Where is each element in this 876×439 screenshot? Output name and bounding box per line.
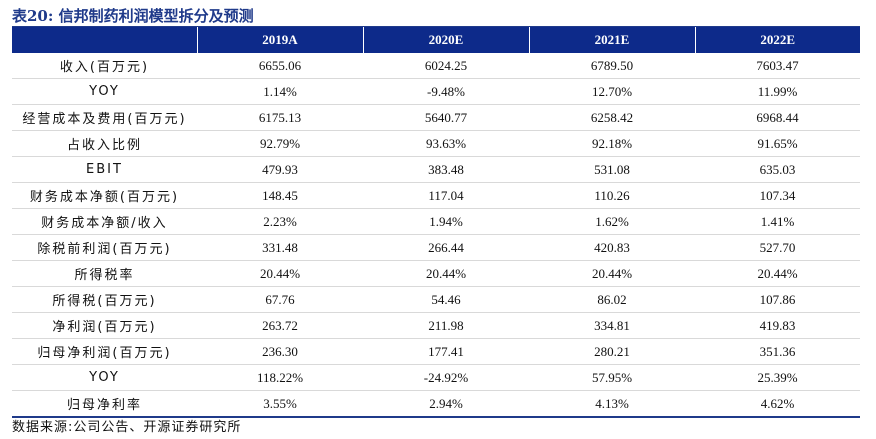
table-row: 净利润(百万元) 263.72 211.98 334.81 419.83 [12,312,860,339]
table-cell: 1.14% [197,78,363,105]
table-cell: 266.44 [363,234,529,261]
table-row: 所得税(百万元) 67.76 54.46 86.02 107.86 [12,286,860,313]
table-cell: 420.83 [529,234,695,261]
table-cell: 236.30 [197,338,363,365]
row-label: 财务成本净额(百万元) [12,182,197,209]
table-cell: 2.23% [197,208,363,235]
table-cell: 479.93 [197,156,363,183]
table-cell: 331.48 [197,234,363,261]
table-row: 财务成本净额(百万元) 148.45 117.04 110.26 107.34 [12,182,860,209]
header-cell-2022e: 2022E [694,27,860,53]
table-cell: 107.34 [695,182,860,209]
table-cell: 86.02 [529,286,695,313]
table-row: 归母净利率 3.55% 2.94% 4.13% 4.62% [12,390,860,418]
table-cell: 635.03 [695,156,860,183]
table-cell: 263.72 [197,312,363,339]
table-cell: 334.81 [529,312,695,339]
table-cell: 110.26 [529,182,695,209]
table-cell: -24.92% [363,364,529,391]
table-cell: 67.76 [197,286,363,313]
table-row: 除税前利润(百万元) 331.48 266.44 420.83 527.70 [12,234,860,261]
table-cell: 351.36 [695,338,860,365]
row-label: 归母净利率 [12,390,197,418]
table-cell: 20.44% [695,260,860,287]
table-title: 表20: 信邦制药利润模型拆分及预测 [12,7,254,25]
table-cell: 211.98 [363,312,529,339]
table-cell: 4.62% [695,390,860,418]
table-cell: 6258.42 [529,104,695,131]
table-cell: 4.13% [529,390,695,418]
table-cell: 93.63% [363,130,529,157]
header-cell-2021e: 2021E [528,27,695,53]
table-cell: 20.44% [363,260,529,287]
table-row: YOY 1.14% -9.48% 12.70% 11.99% [12,78,860,105]
table-cell: 92.79% [197,130,363,157]
table-cell: 6655.06 [197,53,363,79]
table-cell: 11.99% [695,78,860,105]
table-row: 所得税率 20.44% 20.44% 20.44% 20.44% [12,260,860,287]
table-cell: 148.45 [197,182,363,209]
table-cell: 6789.50 [529,53,695,79]
table-cell: 6175.13 [197,104,363,131]
table-row: YOY 118.22% -24.92% 57.95% 25.39% [12,364,860,391]
row-label: 净利润(百万元) [12,312,197,339]
table-cell: 527.70 [695,234,860,261]
table-cell: 12.70% [529,78,695,105]
row-label: 收入(百万元) [12,53,197,79]
row-label: EBIT [12,156,197,183]
table-cell: 118.22% [197,364,363,391]
table-cell: 1.41% [695,208,860,235]
table-body: 收入(百万元) 6655.06 6024.25 6789.50 7603.47 YOY 1.… [12,53,860,418]
row-label: 经营成本及费用(百万元) [12,104,197,131]
row-label: 所得税率 [12,260,197,287]
table-cell: 6024.25 [363,53,529,79]
table-header-row: 2019A 2020E 2021E 2022E [12,27,860,53]
table-cell: 57.95% [529,364,695,391]
row-label: YOY [12,364,197,391]
profit-model-table: 2019A 2020E 2021E 2022E 收入(百万元) 6655.06 60… [12,27,860,418]
table-cell: 383.48 [363,156,529,183]
row-label: YOY [12,78,197,105]
table-row: 财务成本净额/收入 2.23% 1.94% 1.62% 1.41% [12,208,860,235]
table-cell: 531.08 [529,156,695,183]
row-label: 归母净利润(百万元) [12,338,197,365]
header-cell-2020e: 2020E [362,27,529,53]
table-row: 收入(百万元) 6655.06 6024.25 6789.50 7603.47 [12,53,860,79]
table-cell: 1.94% [363,208,529,235]
table-cell: 3.55% [197,390,363,418]
table-row: 占收入比例 92.79% 93.63% 92.18% 91.65% [12,130,860,157]
table-cell: 25.39% [695,364,860,391]
table-row: EBIT 479.93 383.48 531.08 635.03 [12,156,860,183]
table-cell: 91.65% [695,130,860,157]
table-cell: 54.46 [363,286,529,313]
header-cell-2019a: 2019A [196,27,363,53]
table-cell: 1.62% [529,208,695,235]
table-cell: 177.41 [363,338,529,365]
table-cell: -9.48% [363,78,529,105]
table-cell: 107.86 [695,286,860,313]
table-cell: 419.83 [695,312,860,339]
table-row: 归母净利润(百万元) 236.30 177.41 280.21 351.36 [12,338,860,365]
table-cell: 280.21 [529,338,695,365]
table-row: 经营成本及费用(百万元) 6175.13 5640.77 6258.42 6968.44 [12,104,860,131]
table-cell: 7603.47 [695,53,860,79]
table-cell: 5640.77 [363,104,529,131]
row-label: 除税前利润(百万元) [12,234,197,261]
title-divider [12,26,860,27]
source-note: 数据来源:公司公告、开源证券研究所 [12,420,242,435]
row-label: 财务成本净额/收入 [12,208,197,235]
table-cell: 92.18% [529,130,695,157]
row-label: 所得税(百万元) [12,286,197,313]
row-label: 占收入比例 [12,130,197,157]
table-cell: 117.04 [363,182,529,209]
table-cell: 20.44% [197,260,363,287]
table-cell: 2.94% [363,390,529,418]
header-cell-label [12,27,197,53]
table-cell: 20.44% [529,260,695,287]
table-cell: 6968.44 [695,104,860,131]
